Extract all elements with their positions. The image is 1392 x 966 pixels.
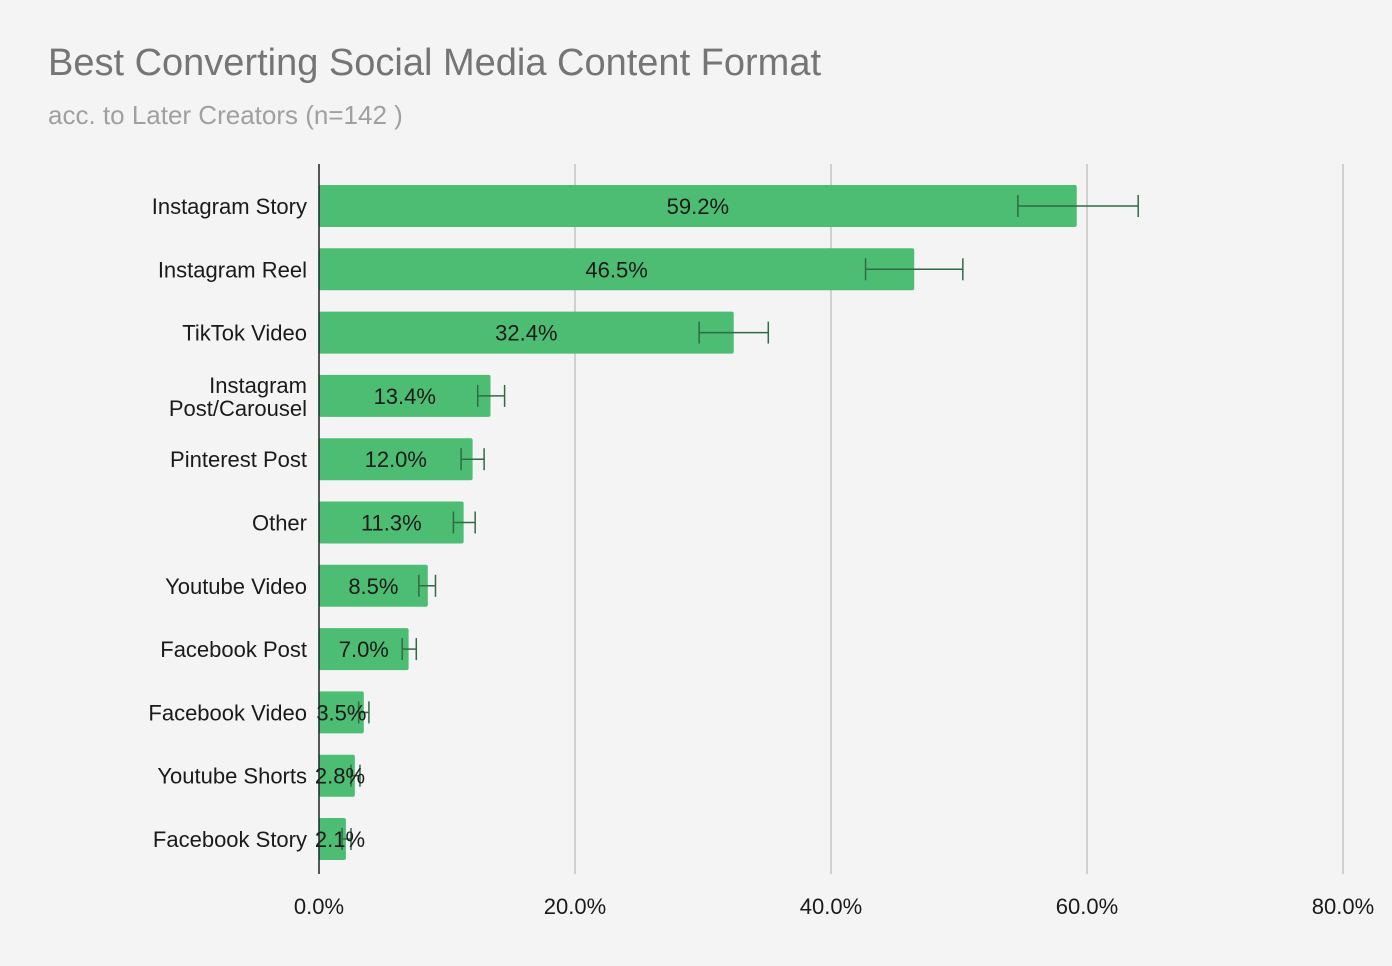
category-label: Youtube Video — [165, 574, 307, 599]
category-label: Instagram Story — [152, 194, 307, 219]
bar — [319, 374, 491, 417]
category-label: Instagram Post/Carousel — [169, 373, 307, 421]
data-labels: 59.2% 46.5% 32.4% 13.4% 12.0% 11.3% 8.5% 7.0% 3.… — [315, 194, 729, 852]
bar — [319, 691, 364, 734]
error-bar — [476, 384, 506, 407]
bar — [319, 311, 734, 354]
error-bar — [418, 574, 437, 597]
x-tick-label: 20.0% — [544, 894, 606, 919]
category-label: Youtube Shorts — [157, 764, 307, 789]
error-bar — [401, 638, 418, 661]
data-label: 2.8% — [315, 764, 365, 789]
error-bar — [357, 701, 370, 724]
category-label: Facebook Video — [148, 700, 307, 725]
category-label: Other — [252, 511, 307, 536]
bar — [319, 818, 346, 860]
error-bar — [698, 321, 770, 344]
bar — [319, 628, 409, 671]
error-bar — [350, 764, 361, 787]
category-label: Pinterest Post — [170, 447, 307, 472]
error-bar — [864, 258, 964, 281]
chart-title: Best Converting Social Media Content For… — [48, 42, 822, 84]
x-tick-label: 60.0% — [1056, 894, 1118, 919]
data-label: 2.1% — [315, 827, 365, 852]
error-bar — [1017, 195, 1139, 217]
chart-subtitle: acc. to Later Creators (n=142 ) — [48, 100, 403, 130]
error-bar — [460, 448, 485, 471]
error-bar — [452, 511, 476, 534]
data-label: 12.0% — [365, 447, 427, 472]
x-tick-label: 0.0% — [294, 894, 344, 919]
category-label: Facebook Post — [160, 637, 307, 662]
bar — [319, 185, 1077, 227]
data-label: 13.4% — [374, 384, 436, 409]
category-label: Facebook Story — [153, 827, 307, 852]
error-bar — [341, 828, 352, 850]
data-label: 3.5% — [316, 700, 366, 725]
data-label: 46.5% — [585, 257, 647, 282]
bar — [319, 438, 473, 481]
bar — [319, 248, 915, 291]
x-tick-labels: 0.0% 20.0% 40.0% 60.0% 80.0% — [294, 894, 1374, 919]
data-label: 32.4% — [495, 321, 557, 346]
data-label: 59.2% — [667, 194, 729, 219]
bars — [319, 185, 1077, 860]
category-label: Instagram Reel — [158, 257, 307, 282]
bar — [319, 754, 355, 797]
category-label: TikTok Video — [182, 321, 307, 346]
category-labels: Instagram Story Instagram Reel TikTok Vide… — [148, 194, 307, 852]
bar — [319, 564, 428, 607]
error-bars — [341, 195, 1139, 850]
data-label: 11.3% — [361, 511, 422, 536]
data-label: 8.5% — [348, 574, 398, 599]
bar — [319, 501, 464, 544]
data-label: 7.0% — [339, 637, 389, 662]
x-tick-label: 80.0% — [1312, 894, 1374, 919]
x-tick-label: 40.0% — [800, 894, 862, 919]
